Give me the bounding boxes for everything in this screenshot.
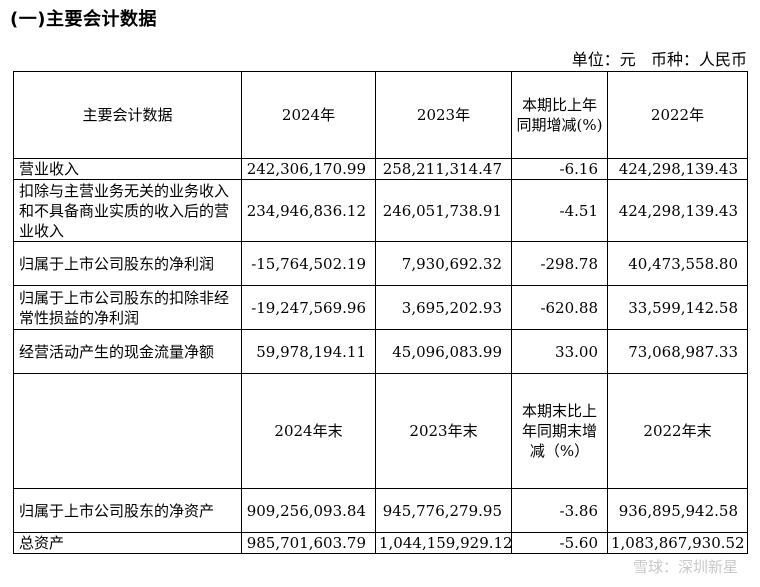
value-2023: 246,051,738.91 (375, 179, 512, 242)
table-row: 经营活动产生的现金流量净额 59,978,194.11 45,096,083.9… (13, 329, 748, 374)
row-label: 归属于上市公司股东的净利润 (13, 241, 242, 286)
unit-currency-note: 单位：元 币种：人民币 (571, 50, 747, 69)
header-cell-2022: 2022年 (607, 71, 748, 159)
value-2024-end: 985,701,603.79 (241, 532, 376, 554)
value-2024: -15,764,502.19 (241, 241, 376, 286)
value-2022: 424,298,139.43 (607, 158, 748, 180)
value-change: -5.60 (511, 532, 608, 554)
subheader-cell-2024-end: 2024年末 (241, 373, 376, 489)
table-subheader-row: 2024年末 2023年末 本期末比上年同期末增减（%） 2022年末 (13, 373, 748, 489)
accounting-data-table: 主要会计数据 2024年 2023年 本期比上年同期增减(%) 2022年 营业… (13, 71, 748, 554)
value-change: -6.16 (511, 158, 608, 180)
row-label: 总资产 (13, 532, 242, 554)
value-2023: 45,096,083.99 (375, 329, 512, 374)
row-label: 归属于上市公司股东的净资产 (13, 488, 242, 533)
value-2022-end: 936,895,942.58 (607, 488, 748, 533)
value-2024: 59,978,194.11 (241, 329, 376, 374)
value-change: -298.78 (511, 241, 608, 286)
row-label: 营业收入 (13, 158, 242, 180)
row-label: 扣除与主营业务无关的业务收入和不具备商业实质的收入后的营业收入 (13, 179, 242, 242)
value-2022: 40,473,558.80 (607, 241, 748, 286)
subheader-cell-2022-end: 2022年末 (607, 373, 748, 489)
value-2024: -19,247,569.96 (241, 285, 376, 330)
value-2024: 234,946,836.12 (241, 179, 376, 242)
table-row: 归属于上市公司股东的扣除非经常性损益的净利润 -19,247,569.96 3,… (13, 285, 748, 330)
value-2023: 3,695,202.93 (375, 285, 512, 330)
section-heading: (一)主要会计数据 (10, 9, 157, 30)
value-2023: 258,211,314.47 (375, 158, 512, 180)
subheader-cell-empty (13, 373, 242, 489)
value-change: -4.51 (511, 179, 608, 242)
subheader-cell-2023-end: 2023年末 (375, 373, 512, 489)
watermark: 雪球：深圳新星 (632, 558, 738, 576)
row-label: 归属于上市公司股东的扣除非经常性损益的净利润 (13, 285, 242, 330)
header-cell-2024: 2024年 (241, 71, 376, 159)
row-label: 经营活动产生的现金流量净额 (13, 329, 242, 374)
table-row: 归属于上市公司股东的净利润 -15,764,502.19 7,930,692.3… (13, 241, 748, 286)
table-row: 营业收入 242,306,170.99 258,211,314.47 -6.16… (13, 158, 748, 180)
value-2022: 424,298,139.43 (607, 179, 748, 242)
value-change: 33.00 (511, 329, 608, 374)
table-row: 归属于上市公司股东的净资产 909,256,093.84 945,776,279… (13, 488, 748, 533)
value-change: -620.88 (511, 285, 608, 330)
value-2022: 33,599,142.58 (607, 285, 748, 330)
value-2024-end: 909,256,093.84 (241, 488, 376, 533)
value-2022-end: 1,083,867,930.52 (607, 532, 748, 554)
subheader-cell-change: 本期末比上年同期末增减（%） (511, 373, 608, 489)
header-cell-2023: 2023年 (375, 71, 512, 159)
header-cell-item: 主要会计数据 (13, 71, 242, 159)
header-cell-change: 本期比上年同期增减(%) (511, 71, 608, 159)
table-row: 总资产 985,701,603.79 1,044,159,929.12 -5.6… (13, 532, 748, 554)
table-header-row: 主要会计数据 2024年 2023年 本期比上年同期增减(%) 2022年 (13, 71, 748, 159)
value-2023-end: 1,044,159,929.12 (375, 532, 512, 554)
value-2024: 242,306,170.99 (241, 158, 376, 180)
value-2023: 7,930,692.32 (375, 241, 512, 286)
value-2023-end: 945,776,279.95 (375, 488, 512, 533)
value-change: -3.86 (511, 488, 608, 533)
value-2022: 73,068,987.33 (607, 329, 748, 374)
table-row: 扣除与主营业务无关的业务收入和不具备商业实质的收入后的营业收入 234,946,… (13, 179, 748, 242)
